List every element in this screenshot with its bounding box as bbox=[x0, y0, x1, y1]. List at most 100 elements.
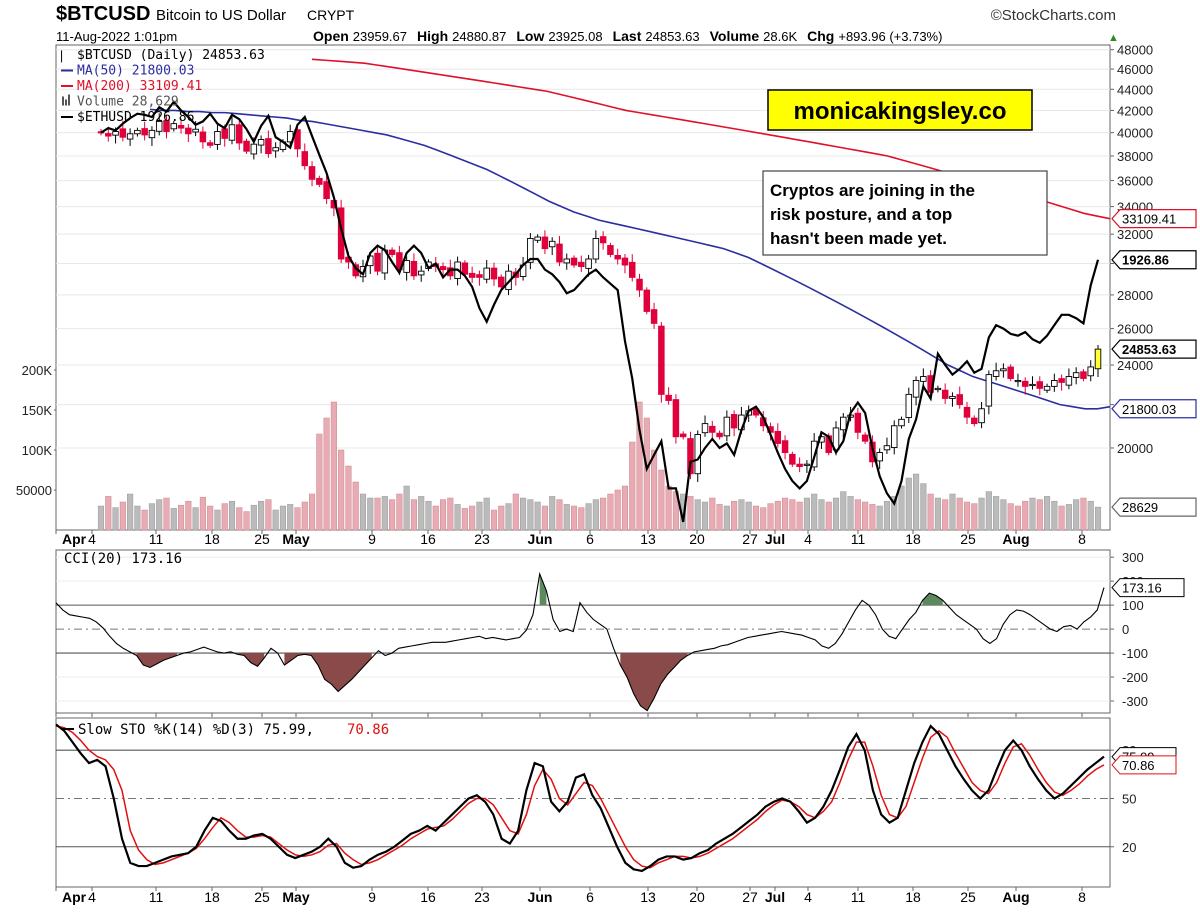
volume-bar bbox=[192, 507, 199, 531]
ohlc-value-volume: 28.6K bbox=[763, 29, 797, 44]
cci-positive-fill bbox=[539, 573, 547, 606]
price-tick-label: 36000 bbox=[1117, 174, 1153, 189]
candle-body bbox=[774, 430, 782, 444]
candle-body bbox=[483, 267, 490, 280]
candle-body bbox=[614, 254, 621, 260]
candle-body bbox=[992, 370, 1000, 377]
volume-bar bbox=[156, 499, 163, 531]
volume-bar bbox=[825, 501, 832, 531]
annotation-line: hasn't been made yet. bbox=[770, 229, 947, 248]
volume-bar bbox=[1044, 496, 1051, 531]
watermark-box bbox=[767, 89, 1033, 131]
volume-bar bbox=[913, 473, 920, 531]
volume-bar bbox=[862, 501, 869, 531]
candle-body bbox=[126, 133, 134, 140]
cci-negative-fill bbox=[136, 653, 177, 668]
eth-last-label: 1926.86 bbox=[1111, 250, 1197, 270]
volume-bar bbox=[570, 505, 578, 531]
volume-bar bbox=[1073, 499, 1080, 531]
volume-bar bbox=[199, 496, 206, 531]
price-tick-label: 26000 bbox=[1117, 322, 1153, 337]
candle-body bbox=[272, 147, 279, 152]
candle-body bbox=[177, 125, 185, 129]
volume-bar bbox=[621, 485, 629, 531]
candle-body bbox=[687, 438, 694, 475]
candle-body bbox=[206, 142, 214, 146]
x-tick-label: 25 bbox=[254, 531, 270, 547]
volume-bar bbox=[716, 504, 723, 531]
candle-body bbox=[1021, 380, 1029, 387]
candle-body bbox=[1072, 372, 1080, 378]
volume-bar bbox=[832, 497, 840, 531]
volume-bar bbox=[723, 505, 730, 531]
volume-bar bbox=[563, 504, 570, 531]
sto-d-last-label: 70.86 bbox=[1122, 758, 1155, 773]
candle-body bbox=[1043, 385, 1051, 391]
candle-body bbox=[650, 309, 658, 324]
volume-bar bbox=[811, 493, 818, 531]
x-tick-label: 25 bbox=[960, 531, 976, 547]
volume-bar bbox=[425, 500, 432, 531]
candle-body bbox=[221, 128, 228, 139]
candle-body bbox=[723, 416, 731, 437]
ma200-last-label: 33109.41 bbox=[1111, 209, 1197, 229]
x-tick-label: 23 bbox=[474, 889, 490, 905]
volume-last-label: 28629 bbox=[1111, 497, 1197, 517]
x-tick-label: 11 bbox=[851, 889, 866, 905]
candle-body bbox=[636, 278, 643, 291]
volume-bar bbox=[243, 511, 250, 531]
last-value-box bbox=[1111, 497, 1197, 517]
candle-body bbox=[1058, 378, 1065, 383]
volume-bar bbox=[854, 499, 861, 531]
price-tick-label: 44000 bbox=[1117, 82, 1153, 97]
volume-bar bbox=[228, 500, 236, 531]
volume-bar bbox=[920, 483, 927, 531]
last-value-text: 21800.03 bbox=[1122, 402, 1176, 417]
volume-bar bbox=[447, 497, 454, 531]
x-tick-label: 4 bbox=[804, 889, 812, 905]
x-tick-label: 18 bbox=[905, 531, 921, 547]
cci-last-label: 173.16 bbox=[1122, 581, 1162, 596]
volume-bar bbox=[301, 501, 308, 531]
last-value-box bbox=[1111, 250, 1197, 270]
volume-bar bbox=[265, 499, 272, 531]
candle-body bbox=[803, 463, 811, 466]
volume-bar bbox=[876, 505, 883, 531]
volume-bar bbox=[512, 493, 519, 531]
candle-body bbox=[323, 181, 330, 200]
candle-body bbox=[199, 131, 207, 143]
x-tick-label: Apr bbox=[62, 531, 87, 547]
volume-bar bbox=[709, 497, 716, 531]
candle-body bbox=[301, 151, 309, 167]
x-tick-label: May bbox=[282, 889, 309, 905]
sto-title-d-value: 70.86 bbox=[347, 722, 389, 738]
volume-bar bbox=[927, 493, 934, 531]
x-tick-label: 20 bbox=[689, 889, 705, 905]
candle-body bbox=[679, 433, 687, 438]
ohlc-row: Open 23959.67 High 24880.87 Low 23925.08 Last 2… bbox=[313, 28, 942, 44]
volume-bar bbox=[840, 491, 847, 531]
candle-body bbox=[963, 406, 971, 418]
volume-tick-label: 150K bbox=[22, 403, 53, 418]
ohlc-label-low: Low bbox=[516, 28, 544, 44]
candle-body bbox=[883, 445, 891, 451]
volume-bar bbox=[636, 401, 643, 531]
candle-body bbox=[934, 387, 942, 391]
candle-body bbox=[541, 236, 549, 250]
volume-bar bbox=[316, 433, 323, 531]
candle-body bbox=[570, 257, 578, 266]
candle-body bbox=[214, 131, 221, 145]
candle-body bbox=[628, 261, 636, 278]
x-axis: AprApr44111118182525MayMay9916162323JunJ… bbox=[55, 530, 1086, 905]
ohlc-label-last: Last bbox=[613, 28, 642, 44]
volume-bar bbox=[774, 500, 781, 531]
volume-bar bbox=[127, 493, 134, 531]
cci-negative-fill bbox=[237, 653, 265, 667]
volume-bar bbox=[818, 499, 825, 531]
volume-bar bbox=[483, 497, 490, 531]
x-tick-label: 18 bbox=[204, 531, 220, 547]
x-tick-label: 23 bbox=[474, 531, 490, 547]
brand-label[interactable]: ©StockCharts.com bbox=[991, 7, 1116, 24]
last-value-text: 24853.63 bbox=[1122, 342, 1176, 357]
price-tick-label: 28000 bbox=[1117, 288, 1153, 303]
